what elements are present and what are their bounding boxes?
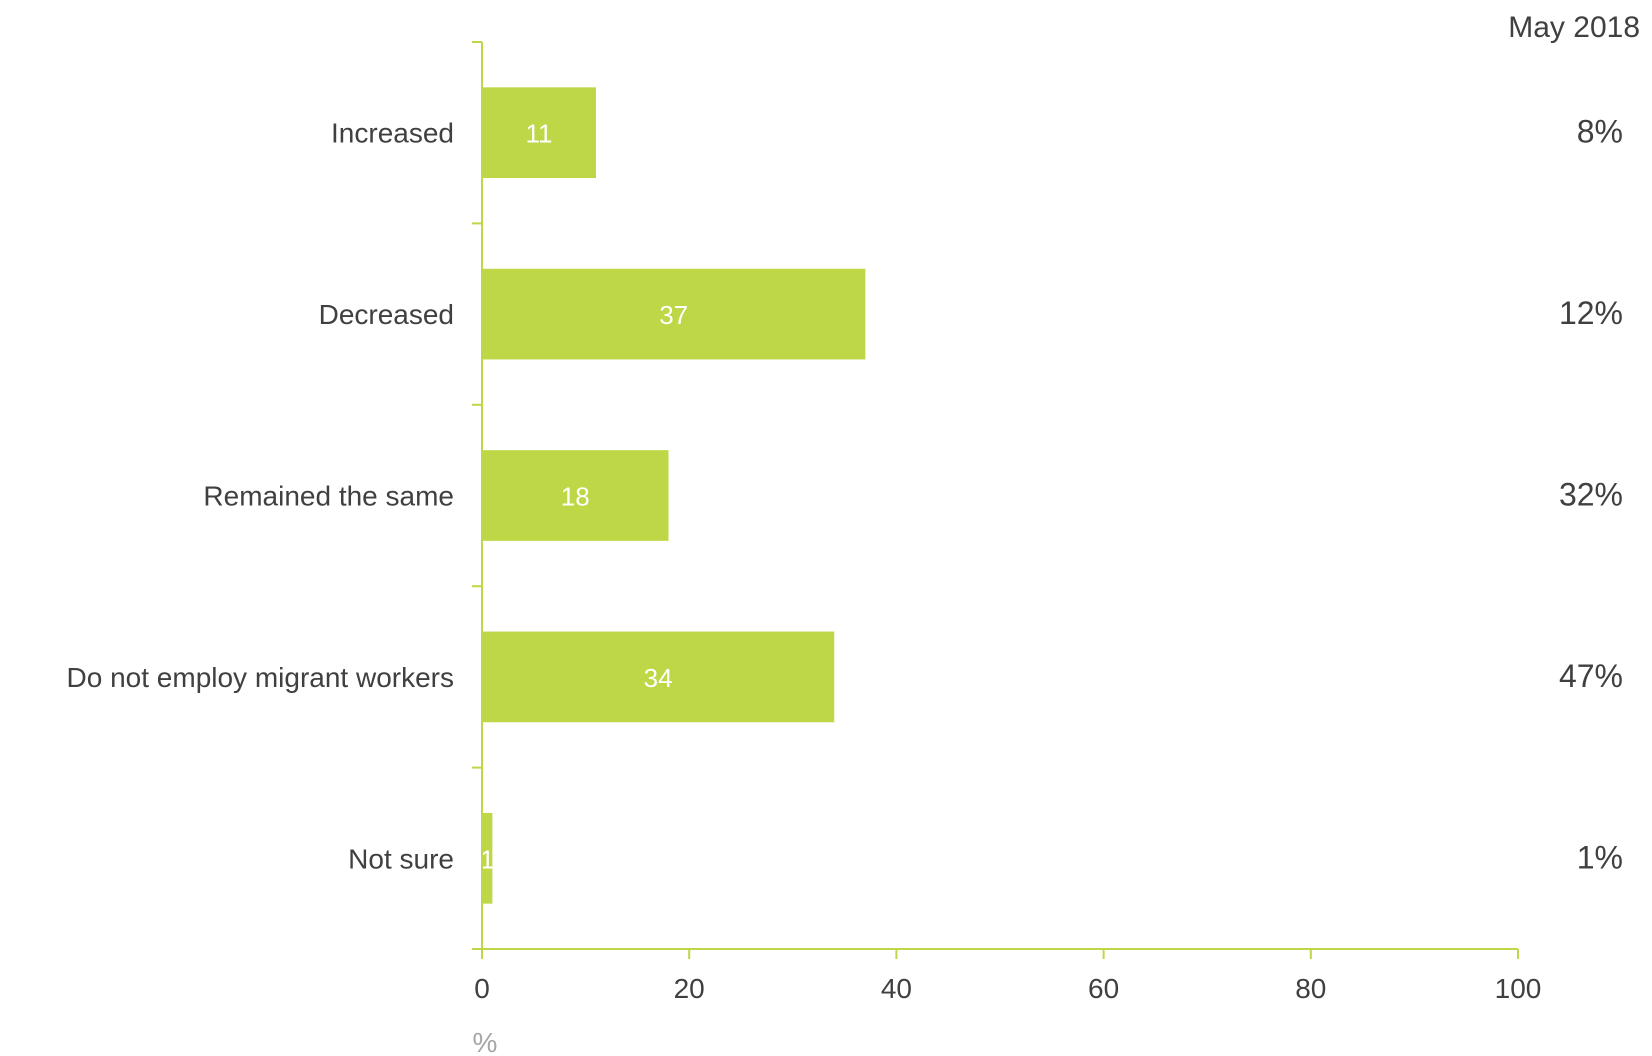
comparison-title: May 2018 xyxy=(1508,11,1640,44)
comparison-value: 8% xyxy=(1577,114,1623,150)
category-labels-group: Increased Decreased Remained the same Do no… xyxy=(67,118,454,875)
category-label: Do not employ migrant workers xyxy=(67,662,454,693)
bar xyxy=(482,812,493,904)
comparison-value: 1% xyxy=(1577,839,1623,875)
bar-value-label: 11 xyxy=(525,119,552,149)
category-label: Remained the same xyxy=(203,481,454,512)
x-tick-label: 100 xyxy=(1495,973,1542,1004)
x-tick-label: 20 xyxy=(674,973,705,1004)
axes-group xyxy=(472,41,1519,959)
category-label: Decreased xyxy=(319,299,454,330)
bars-group xyxy=(482,87,866,904)
comparison-value: 32% xyxy=(1559,477,1623,513)
tick-labels-group: 0 20 40 60 80 100 xyxy=(474,973,1541,1004)
category-label: Not sure xyxy=(348,843,454,874)
bar-value-label: 1 xyxy=(480,844,494,874)
comparison-value: 47% xyxy=(1559,658,1623,694)
x-tick-label: 40 xyxy=(881,973,912,1004)
bar-value-label: 18 xyxy=(561,482,590,512)
bar xyxy=(482,631,835,723)
bar-labels-group: 11 37 18 34 1 xyxy=(480,119,688,875)
category-label: Increased xyxy=(331,118,454,149)
x-axis-unit-label: % xyxy=(473,1027,498,1056)
bar-value-label: 37 xyxy=(659,300,688,330)
x-tick-label: 80 xyxy=(1295,973,1326,1004)
comparison-value: 12% xyxy=(1559,295,1623,331)
comparison-group: May 2018 8% 12% 32% 47% 1% xyxy=(1508,11,1640,875)
x-tick-label: 0 xyxy=(474,973,490,1004)
bar xyxy=(482,87,596,179)
bar xyxy=(482,450,669,541)
x-tick-label: 60 xyxy=(1088,973,1119,1004)
bar xyxy=(482,268,866,360)
bar-value-label: 34 xyxy=(644,663,673,693)
